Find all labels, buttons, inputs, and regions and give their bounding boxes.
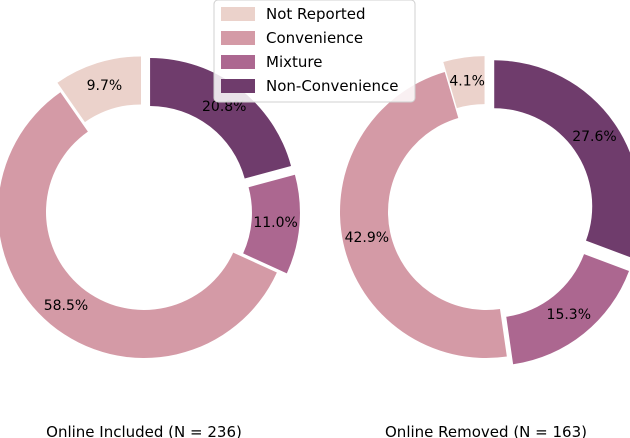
- legend-item-non-convenience: Non-Convenience: [221, 77, 398, 95]
- chart-titles-group: Online Included (N = 236) Online Removed …: [46, 423, 587, 438]
- slice-label-non-convenience: 27.6%: [572, 129, 616, 145]
- slice-label-mixture: 15.3%: [547, 307, 591, 323]
- slice-label-mixture: 11.0%: [253, 215, 297, 231]
- legend-label-mixture: Mixture: [266, 53, 322, 71]
- slice-convenience: [0, 92, 277, 358]
- legend-item-mixture: Mixture: [221, 53, 322, 71]
- donut-chart-1: 20.8% 11.0% 58.5% 9.7%: [0, 56, 300, 358]
- legend-label-convenience: Convenience: [266, 29, 363, 47]
- legend-label-not-reported: Not Reported: [266, 5, 366, 23]
- chart-title-2: Online Removed (N = 163): [385, 423, 587, 438]
- slice-convenience: [340, 71, 507, 358]
- slice-label-non-convenience: 20.8%: [202, 99, 246, 115]
- slice-non-convenience: [494, 60, 630, 258]
- slice-mixture: [243, 174, 300, 274]
- slice-not-reported: [57, 56, 141, 123]
- chart-title-1: Online Included (N = 236): [46, 423, 242, 438]
- legend-label-non-convenience: Non-Convenience: [266, 77, 398, 95]
- slice-label-convenience: 58.5%: [44, 298, 88, 314]
- legend-item-convenience: Convenience: [221, 29, 363, 47]
- legend: Not Reported Convenience Mixture Non-Conven…: [213, 0, 416, 103]
- legend-swatch-not-reported: [221, 7, 255, 21]
- donut-chart-2: 27.6% 15.3% 42.9% 4.1%: [340, 56, 630, 365]
- slice-label-not-reported: 9.7%: [87, 78, 123, 94]
- donut-charts-group: 20.8% 11.0% 58.5% 9.7% 27.6% 15.3% 42.9% 4.1%: [0, 56, 630, 365]
- slice-mixture: [506, 254, 630, 365]
- slice-not-reported: [443, 56, 485, 109]
- legend-swatch-mixture: [221, 55, 255, 69]
- legend-frame: [213, 0, 416, 103]
- legend-items: Not Reported Convenience Mixture Non-Conven…: [221, 5, 398, 95]
- slice-label-not-reported: 4.1%: [449, 73, 485, 89]
- slice-label-convenience: 42.9%: [345, 230, 389, 246]
- legend-swatch-convenience: [221, 31, 255, 45]
- legend-item-not-reported: Not Reported: [221, 5, 366, 23]
- slice-non-convenience: [150, 58, 292, 179]
- legend-swatch-non-convenience: [221, 79, 255, 93]
